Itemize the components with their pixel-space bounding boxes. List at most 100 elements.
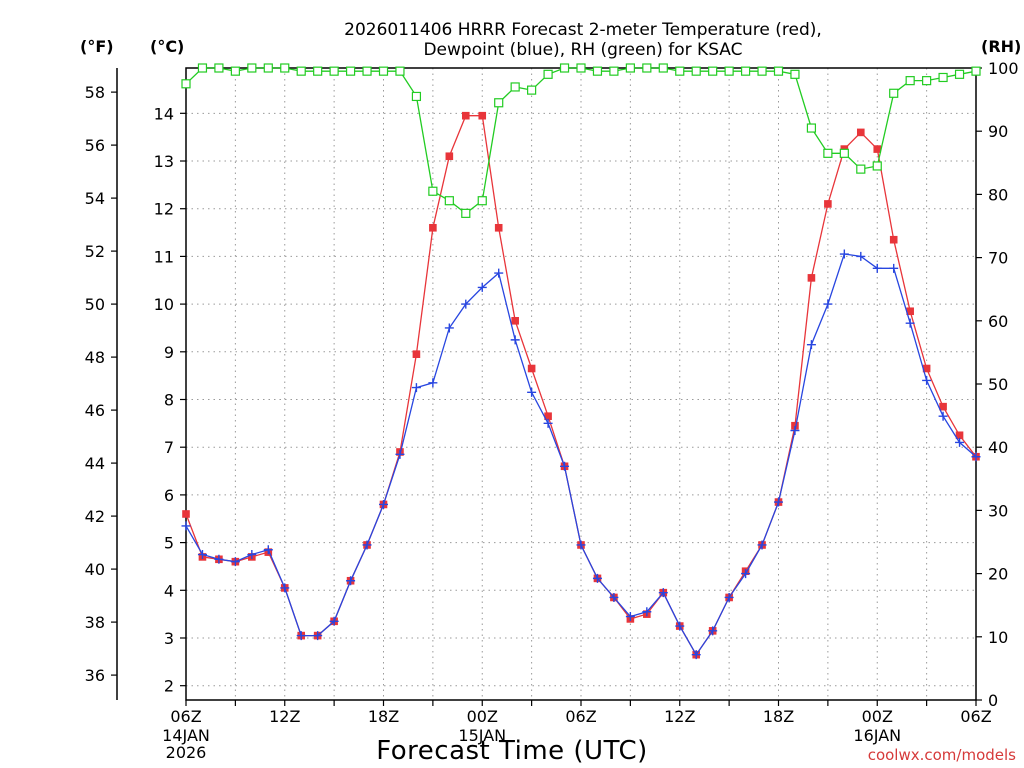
rh-point [708, 66, 718, 76]
dewpoint-point [181, 521, 191, 531]
dewpoint-point [510, 335, 520, 345]
rh-point [856, 164, 866, 174]
dewpoint-point [527, 387, 537, 397]
temperature-point [889, 235, 898, 244]
rh-point [658, 63, 668, 73]
credit-text: coolwx.com/models [868, 746, 1016, 764]
celsius-tick-label: 8 [164, 391, 174, 410]
rh-point [790, 69, 800, 79]
dewpoint-point [313, 631, 323, 641]
rh-point [823, 148, 833, 158]
rh-point [197, 63, 208, 73]
dewpoint-point [395, 449, 405, 459]
fahrenheit-tick-label: 46 [85, 401, 105, 420]
dewpoint-point [230, 557, 240, 567]
dewpoint-point [625, 612, 635, 622]
data-series [181, 63, 981, 660]
rh-point [592, 66, 603, 76]
temperature-point [955, 431, 964, 440]
dewpoint-point [724, 592, 734, 602]
x-date-label: 14JAN [162, 726, 210, 745]
celsius-unit-label: (°C) [150, 37, 184, 56]
celsius-tick-label: 10 [154, 295, 174, 314]
rh-point [362, 66, 372, 76]
dewpoint-point [428, 378, 438, 388]
rh-point [428, 186, 438, 196]
rh-point [411, 91, 422, 102]
rh-point [559, 63, 570, 73]
chart-subtitle: Dewpoint (blue), RH (green) for KSAC [423, 40, 742, 60]
temperature-point [791, 421, 799, 430]
x-tick-label: 12Z [269, 707, 300, 726]
grid-lines [186, 68, 976, 700]
dewpoint-point [658, 588, 668, 598]
temperature-point [906, 307, 914, 316]
rh-point [576, 63, 586, 73]
fahrenheit-tick-label: 56 [85, 136, 105, 155]
temperature-point [494, 223, 503, 232]
celsius-tick-label: 13 [154, 152, 174, 171]
rh-point [889, 88, 899, 98]
dewpoint-point [741, 569, 751, 579]
dewpoint-point [329, 616, 339, 626]
x-date-label: 15JAN [458, 726, 506, 745]
rh-point [280, 63, 290, 73]
rh-point [971, 66, 981, 76]
dewpoint-point [280, 583, 290, 593]
dewpoint-point [296, 631, 306, 641]
dewpoint-point [461, 299, 471, 309]
temperature-point [544, 412, 552, 420]
dewpoint-point [346, 576, 356, 586]
fahrenheit-tick-label: 36 [85, 666, 105, 685]
fahrenheit-tick-label: 58 [85, 83, 105, 102]
x-tick-label: 18Z [368, 707, 399, 726]
rh-tick-label: 100 [988, 59, 1019, 78]
rh-point [527, 85, 537, 95]
temperature-point [182, 510, 190, 518]
dewpoint-point [823, 299, 833, 309]
chart-title: 2026011406 HRRR Forecast 2-meter Tempera… [344, 20, 822, 40]
rh-point [444, 196, 454, 206]
rh-point [329, 66, 339, 76]
dewpoint-point [691, 650, 701, 660]
dewpoint-point [774, 497, 783, 507]
celsius-tick-label: 7 [164, 438, 174, 457]
dewpoint-point [560, 461, 570, 471]
celsius-tick-label: 9 [164, 343, 174, 362]
rh-tick-label: 10 [988, 628, 1008, 647]
rh-point [378, 66, 389, 76]
rh-tick-label: 60 [988, 312, 1008, 331]
rh-point [839, 148, 849, 158]
rh-point [773, 66, 784, 76]
x-tick-label: 06Z [170, 707, 201, 726]
dewpoint-point [247, 550, 257, 560]
rh-point [938, 72, 948, 83]
rh-tick-label: 40 [988, 438, 1008, 457]
rh-point [543, 69, 553, 79]
celsius-tick-label: 5 [164, 534, 174, 553]
celsius-tick-label: 3 [164, 629, 174, 648]
rh-point [296, 66, 306, 76]
rh-tick-label: 70 [988, 249, 1008, 268]
x-date-label: 16JAN [853, 726, 901, 745]
dewpoint-point [839, 249, 849, 259]
x-tick-label: 06Z [960, 707, 991, 726]
rh-point [461, 208, 471, 218]
dewpoint-point [592, 573, 602, 583]
fahrenheit-tick-label: 44 [85, 454, 105, 473]
fahrenheit-unit-label: (°F) [80, 37, 114, 56]
rh-point [740, 66, 751, 76]
rh-point [181, 79, 191, 89]
celsius-tick-label: 14 [154, 104, 174, 123]
dewpoint-point [362, 540, 372, 550]
rh-tick-label: 20 [988, 565, 1008, 584]
x-tick-label: 06Z [565, 707, 596, 726]
celsius-tick-label: 4 [164, 581, 174, 600]
rh-tick-label: 30 [988, 501, 1008, 520]
temperature-point [445, 152, 454, 161]
rh-point [806, 123, 817, 133]
rh-tick-label: 50 [988, 375, 1008, 394]
dewpoint-point [214, 554, 224, 564]
dewpoint-point [543, 418, 553, 428]
dewpoint-point [444, 323, 454, 333]
